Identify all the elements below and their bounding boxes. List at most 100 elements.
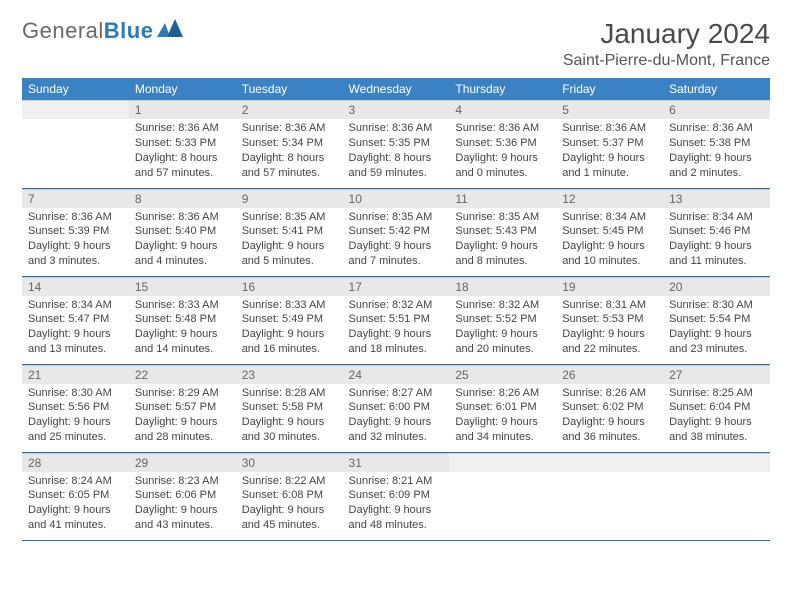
day-number: 29 (129, 453, 236, 472)
day-content: Sunrise: 8:36 AMSunset: 5:40 PMDaylight:… (129, 208, 236, 273)
day-number: 18 (449, 277, 556, 296)
calendar-cell: 13Sunrise: 8:34 AMSunset: 5:46 PMDayligh… (663, 188, 770, 276)
logo-word2: Blue (104, 18, 154, 43)
day-content: Sunrise: 8:32 AMSunset: 5:52 PMDaylight:… (449, 296, 556, 361)
calendar-cell: 16Sunrise: 8:33 AMSunset: 5:49 PMDayligh… (236, 276, 343, 364)
day-number: 7 (22, 189, 129, 208)
calendar-cell: 15Sunrise: 8:33 AMSunset: 5:48 PMDayligh… (129, 276, 236, 364)
day-content: Sunrise: 8:27 AMSunset: 6:00 PMDaylight:… (343, 384, 450, 449)
day-content: Sunrise: 8:22 AMSunset: 6:08 PMDaylight:… (236, 472, 343, 537)
calendar-cell: 28Sunrise: 8:24 AMSunset: 6:05 PMDayligh… (22, 452, 129, 540)
day-number: 3 (343, 100, 450, 119)
day-number: 2 (236, 100, 343, 119)
day-content: Sunrise: 8:29 AMSunset: 5:57 PMDaylight:… (129, 384, 236, 449)
day-number-empty (663, 453, 770, 472)
calendar-cell (663, 452, 770, 540)
calendar-cell: 8Sunrise: 8:36 AMSunset: 5:40 PMDaylight… (129, 188, 236, 276)
calendar-cell: 12Sunrise: 8:34 AMSunset: 5:45 PMDayligh… (556, 188, 663, 276)
calendar-cell: 30Sunrise: 8:22 AMSunset: 6:08 PMDayligh… (236, 452, 343, 540)
calendar-row: 21Sunrise: 8:30 AMSunset: 5:56 PMDayligh… (22, 364, 770, 452)
day-number: 12 (556, 189, 663, 208)
calendar-cell: 5Sunrise: 8:36 AMSunset: 5:37 PMDaylight… (556, 100, 663, 188)
day-number: 21 (22, 365, 129, 384)
calendar-cell: 3Sunrise: 8:36 AMSunset: 5:35 PMDaylight… (343, 100, 450, 188)
day-number: 25 (449, 365, 556, 384)
day-content: Sunrise: 8:35 AMSunset: 5:43 PMDaylight:… (449, 208, 556, 273)
weekday-header: Tuesday (236, 78, 343, 100)
logo: GeneralBlue (22, 18, 183, 44)
day-number: 20 (663, 277, 770, 296)
day-number: 17 (343, 277, 450, 296)
calendar-body: 1Sunrise: 8:36 AMSunset: 5:33 PMDaylight… (22, 100, 770, 540)
day-content: Sunrise: 8:34 AMSunset: 5:47 PMDaylight:… (22, 296, 129, 361)
calendar-cell: 19Sunrise: 8:31 AMSunset: 5:53 PMDayligh… (556, 276, 663, 364)
day-content: Sunrise: 8:36 AMSunset: 5:38 PMDaylight:… (663, 119, 770, 184)
day-content: Sunrise: 8:28 AMSunset: 5:58 PMDaylight:… (236, 384, 343, 449)
day-number: 5 (556, 100, 663, 119)
calendar-row: 28Sunrise: 8:24 AMSunset: 6:05 PMDayligh… (22, 452, 770, 540)
day-number: 27 (663, 365, 770, 384)
day-number-empty (22, 100, 129, 119)
calendar-cell: 24Sunrise: 8:27 AMSunset: 6:00 PMDayligh… (343, 364, 450, 452)
day-number: 15 (129, 277, 236, 296)
calendar-cell: 11Sunrise: 8:35 AMSunset: 5:43 PMDayligh… (449, 188, 556, 276)
calendar-cell: 18Sunrise: 8:32 AMSunset: 5:52 PMDayligh… (449, 276, 556, 364)
day-content: Sunrise: 8:33 AMSunset: 5:49 PMDaylight:… (236, 296, 343, 361)
weekday-header: Saturday (663, 78, 770, 100)
calendar-cell: 26Sunrise: 8:26 AMSunset: 6:02 PMDayligh… (556, 364, 663, 452)
day-number: 22 (129, 365, 236, 384)
weekday-header: Wednesday (343, 78, 450, 100)
calendar-cell: 22Sunrise: 8:29 AMSunset: 5:57 PMDayligh… (129, 364, 236, 452)
day-content: Sunrise: 8:33 AMSunset: 5:48 PMDaylight:… (129, 296, 236, 361)
day-content: Sunrise: 8:26 AMSunset: 6:01 PMDaylight:… (449, 384, 556, 449)
day-content: Sunrise: 8:36 AMSunset: 5:34 PMDaylight:… (236, 119, 343, 184)
header: GeneralBlue January 2024 Saint-Pierre-du… (22, 18, 770, 70)
day-content: Sunrise: 8:30 AMSunset: 5:54 PMDaylight:… (663, 296, 770, 361)
calendar-cell: 27Sunrise: 8:25 AMSunset: 6:04 PMDayligh… (663, 364, 770, 452)
calendar-cell: 14Sunrise: 8:34 AMSunset: 5:47 PMDayligh… (22, 276, 129, 364)
day-number: 24 (343, 365, 450, 384)
calendar-row: 14Sunrise: 8:34 AMSunset: 5:47 PMDayligh… (22, 276, 770, 364)
day-content: Sunrise: 8:36 AMSunset: 5:37 PMDaylight:… (556, 119, 663, 184)
location: Saint-Pierre-du-Mont, France (563, 52, 770, 70)
day-content: Sunrise: 8:25 AMSunset: 6:04 PMDaylight:… (663, 384, 770, 449)
calendar-cell: 6Sunrise: 8:36 AMSunset: 5:38 PMDaylight… (663, 100, 770, 188)
day-number: 23 (236, 365, 343, 384)
day-number: 16 (236, 277, 343, 296)
day-number: 31 (343, 453, 450, 472)
logo-text: GeneralBlue (22, 18, 153, 44)
calendar-cell: 2Sunrise: 8:36 AMSunset: 5:34 PMDaylight… (236, 100, 343, 188)
calendar-cell: 25Sunrise: 8:26 AMSunset: 6:01 PMDayligh… (449, 364, 556, 452)
day-content: Sunrise: 8:23 AMSunset: 6:06 PMDaylight:… (129, 472, 236, 537)
calendar-cell: 4Sunrise: 8:36 AMSunset: 5:36 PMDaylight… (449, 100, 556, 188)
calendar-row: 7Sunrise: 8:36 AMSunset: 5:39 PMDaylight… (22, 188, 770, 276)
calendar-table: SundayMondayTuesdayWednesdayThursdayFrid… (22, 78, 770, 541)
title-block: January 2024 Saint-Pierre-du-Mont, Franc… (563, 18, 770, 70)
weekday-header: Sunday (22, 78, 129, 100)
day-number: 9 (236, 189, 343, 208)
day-number: 4 (449, 100, 556, 119)
calendar-cell: 7Sunrise: 8:36 AMSunset: 5:39 PMDaylight… (22, 188, 129, 276)
day-content: Sunrise: 8:36 AMSunset: 5:35 PMDaylight:… (343, 119, 450, 184)
day-number: 6 (663, 100, 770, 119)
calendar-cell: 17Sunrise: 8:32 AMSunset: 5:51 PMDayligh… (343, 276, 450, 364)
day-content: Sunrise: 8:34 AMSunset: 5:46 PMDaylight:… (663, 208, 770, 273)
day-content: Sunrise: 8:24 AMSunset: 6:05 PMDaylight:… (22, 472, 129, 537)
calendar-cell: 9Sunrise: 8:35 AMSunset: 5:41 PMDaylight… (236, 188, 343, 276)
weekday-header: Monday (129, 78, 236, 100)
calendar-cell: 29Sunrise: 8:23 AMSunset: 6:06 PMDayligh… (129, 452, 236, 540)
day-content: Sunrise: 8:36 AMSunset: 5:39 PMDaylight:… (22, 208, 129, 273)
day-number: 30 (236, 453, 343, 472)
day-content: Sunrise: 8:26 AMSunset: 6:02 PMDaylight:… (556, 384, 663, 449)
calendar-header-row: SundayMondayTuesdayWednesdayThursdayFrid… (22, 78, 770, 100)
day-number: 10 (343, 189, 450, 208)
day-number: 11 (449, 189, 556, 208)
day-number: 13 (663, 189, 770, 208)
day-number: 14 (22, 277, 129, 296)
day-content: Sunrise: 8:30 AMSunset: 5:56 PMDaylight:… (22, 384, 129, 449)
day-content: Sunrise: 8:35 AMSunset: 5:42 PMDaylight:… (343, 208, 450, 273)
day-content: Sunrise: 8:35 AMSunset: 5:41 PMDaylight:… (236, 208, 343, 273)
weekday-header: Thursday (449, 78, 556, 100)
calendar-row: 1Sunrise: 8:36 AMSunset: 5:33 PMDaylight… (22, 100, 770, 188)
calendar-cell: 31Sunrise: 8:21 AMSunset: 6:09 PMDayligh… (343, 452, 450, 540)
